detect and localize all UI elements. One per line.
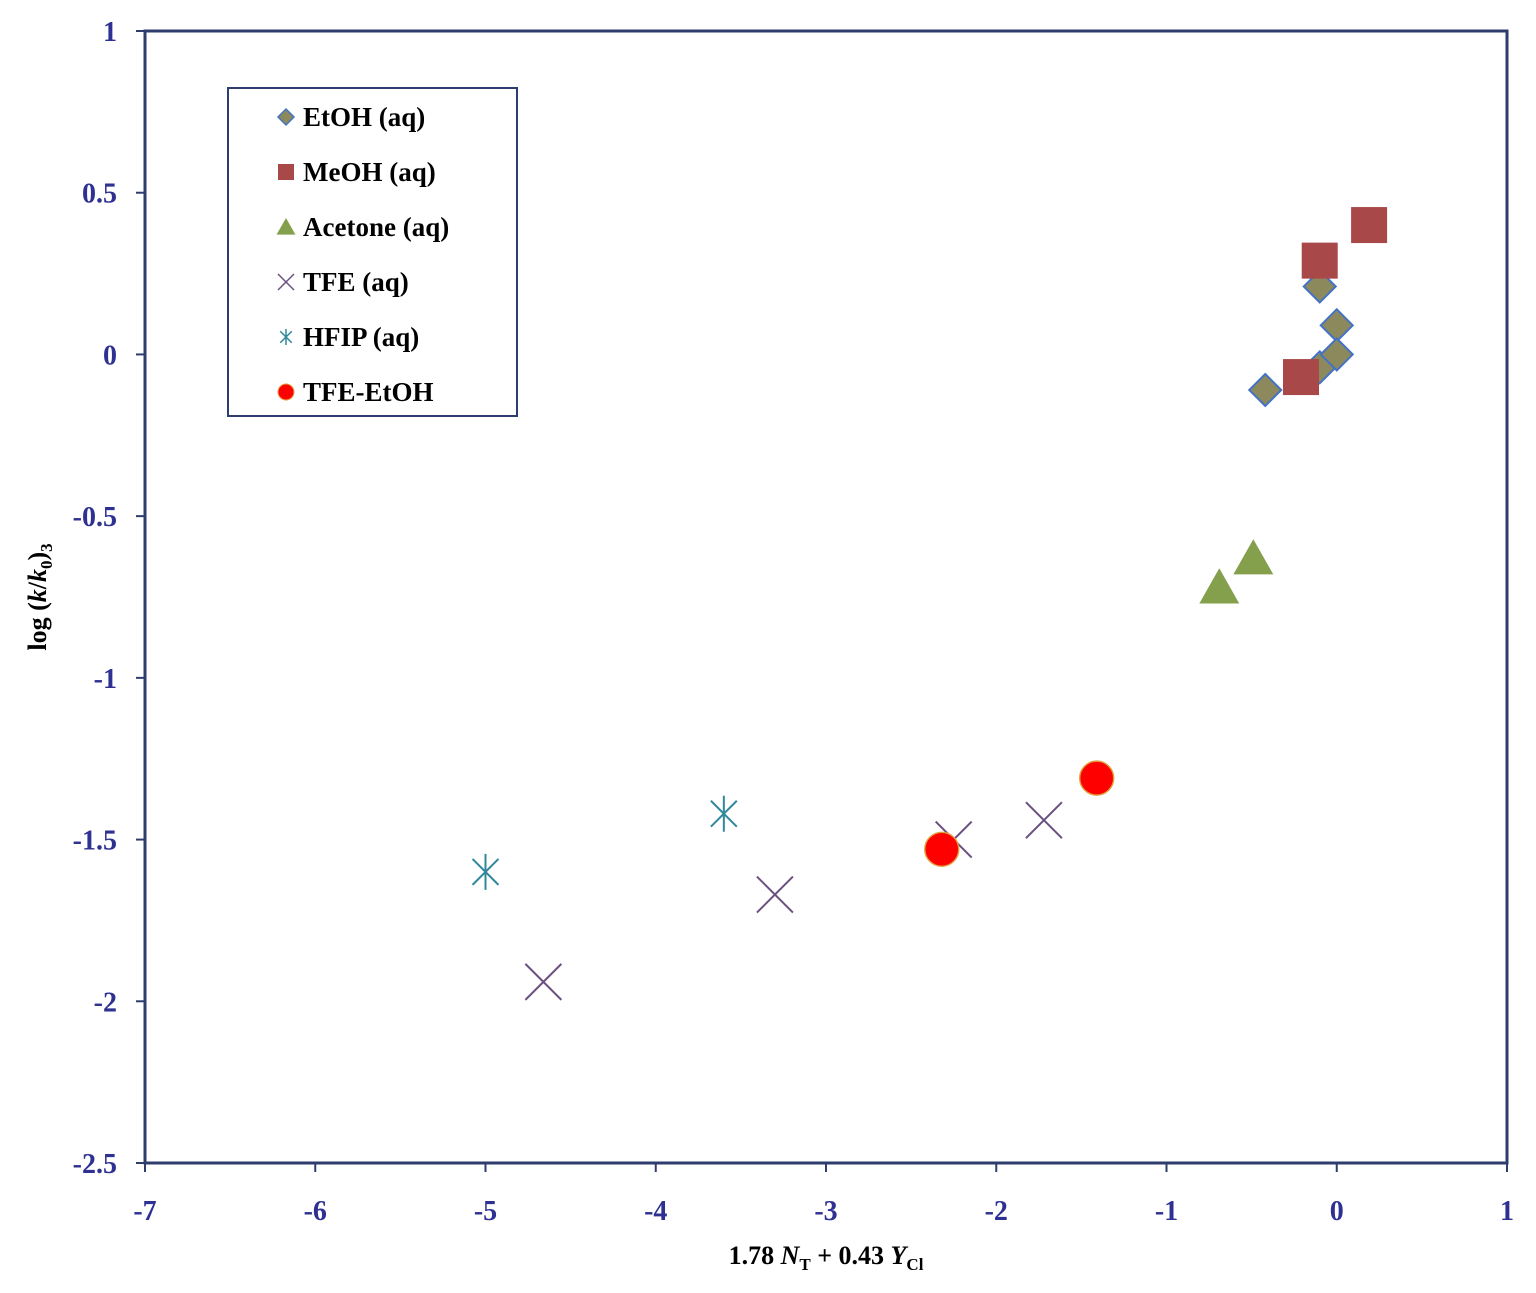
x-tick-label: -3 bbox=[814, 1196, 837, 1227]
series-etoh-aq bbox=[1247, 269, 1355, 408]
x-tick-label: 1 bbox=[1500, 1196, 1514, 1227]
data-point-triangle bbox=[1199, 568, 1240, 604]
x-axis-title: 1.78 NT + 0.43 YCl bbox=[729, 1241, 924, 1274]
series-hfip-aq bbox=[471, 795, 738, 890]
y-tick-label: 1 bbox=[103, 17, 117, 48]
data-point-diamond bbox=[1319, 337, 1355, 372]
y-tick-label: -2 bbox=[94, 987, 117, 1018]
x-tick-label: 0 bbox=[1330, 1196, 1344, 1227]
y-tick-label: -0.5 bbox=[73, 502, 117, 533]
y-tick-label: -1 bbox=[94, 664, 117, 695]
legend-marker-asterisk bbox=[279, 329, 293, 345]
legend-marker-triangle bbox=[276, 218, 296, 235]
x-tick-label: -6 bbox=[304, 1196, 327, 1227]
legend-label: Acetone (aq) bbox=[303, 212, 449, 242]
y-tick-label: -2.5 bbox=[73, 1149, 117, 1180]
x-tick-label: -2 bbox=[985, 1196, 1008, 1227]
data-point-square bbox=[1282, 359, 1319, 396]
data-point-circle bbox=[924, 831, 960, 867]
y-axis-title: log (k/k0)3 bbox=[23, 543, 56, 650]
legend-label: TFE (aq) bbox=[303, 267, 409, 297]
data-point-x bbox=[1025, 801, 1063, 839]
x-tick-label: -1 bbox=[1155, 1196, 1178, 1227]
series-acetone-aq bbox=[1199, 539, 1274, 604]
data-point-square bbox=[1351, 207, 1388, 244]
legend-marker-x bbox=[277, 273, 295, 291]
y-tick-label: 0 bbox=[103, 340, 117, 371]
legend-entry: HFIP (aq) bbox=[279, 322, 419, 352]
legend-marker-square bbox=[278, 164, 294, 180]
legend-items: EtOH (aq) MeOH (aq) Acetone (aq) TFE (aq) HF… bbox=[276, 102, 449, 407]
plot-frame bbox=[143, 29, 1509, 1165]
series-tfe-etoh bbox=[924, 760, 1115, 867]
x-tick-label: -4 bbox=[644, 1196, 667, 1227]
series-meoh-aq bbox=[1282, 207, 1388, 396]
legend-label: EtOH (aq) bbox=[303, 102, 425, 132]
legend: EtOH (aq) MeOH (aq) Acetone (aq) TFE (aq) HF… bbox=[227, 87, 518, 417]
data-point-diamond bbox=[1247, 372, 1283, 408]
data-point-asterisk bbox=[710, 795, 738, 832]
legend-box bbox=[227, 87, 518, 417]
x-tick-label: -5 bbox=[474, 1196, 497, 1227]
data-point-x bbox=[524, 963, 563, 1001]
legend-marker-circle bbox=[277, 383, 295, 401]
legend-entry: MeOH (aq) bbox=[278, 157, 436, 187]
data-points-layer bbox=[471, 207, 1388, 1001]
data-point-diamond bbox=[1319, 307, 1355, 343]
y-tick-label: 0.5 bbox=[82, 179, 117, 210]
data-point-asterisk bbox=[471, 853, 500, 890]
legend-entry: Acetone (aq) bbox=[276, 212, 449, 242]
legend-entry: EtOH (aq) bbox=[276, 102, 425, 132]
legend-entry: TFE-EtOH bbox=[277, 377, 434, 407]
legend-entry: TFE (aq) bbox=[277, 267, 409, 297]
data-point-circle bbox=[1078, 760, 1115, 796]
series-tfe-aq bbox=[524, 801, 1063, 1001]
legend-label: TFE-EtOH bbox=[303, 377, 434, 407]
legend-label: MeOH (aq) bbox=[303, 157, 436, 187]
legend-label: HFIP (aq) bbox=[303, 322, 419, 352]
data-point-x bbox=[756, 875, 794, 914]
x-tick-label: -7 bbox=[133, 1196, 156, 1227]
legend-marker-diamond bbox=[276, 107, 296, 127]
data-point-triangle bbox=[1233, 539, 1274, 575]
y-tick-label: -1.5 bbox=[73, 826, 117, 857]
data-point-square bbox=[1301, 242, 1338, 279]
tick-layer: -7 -6 -5 -4 -3 -2 -1 0 1 1 0.5 0 -0.5 -1 -1.5 -2 -2.5 bbox=[73, 17, 1514, 1227]
